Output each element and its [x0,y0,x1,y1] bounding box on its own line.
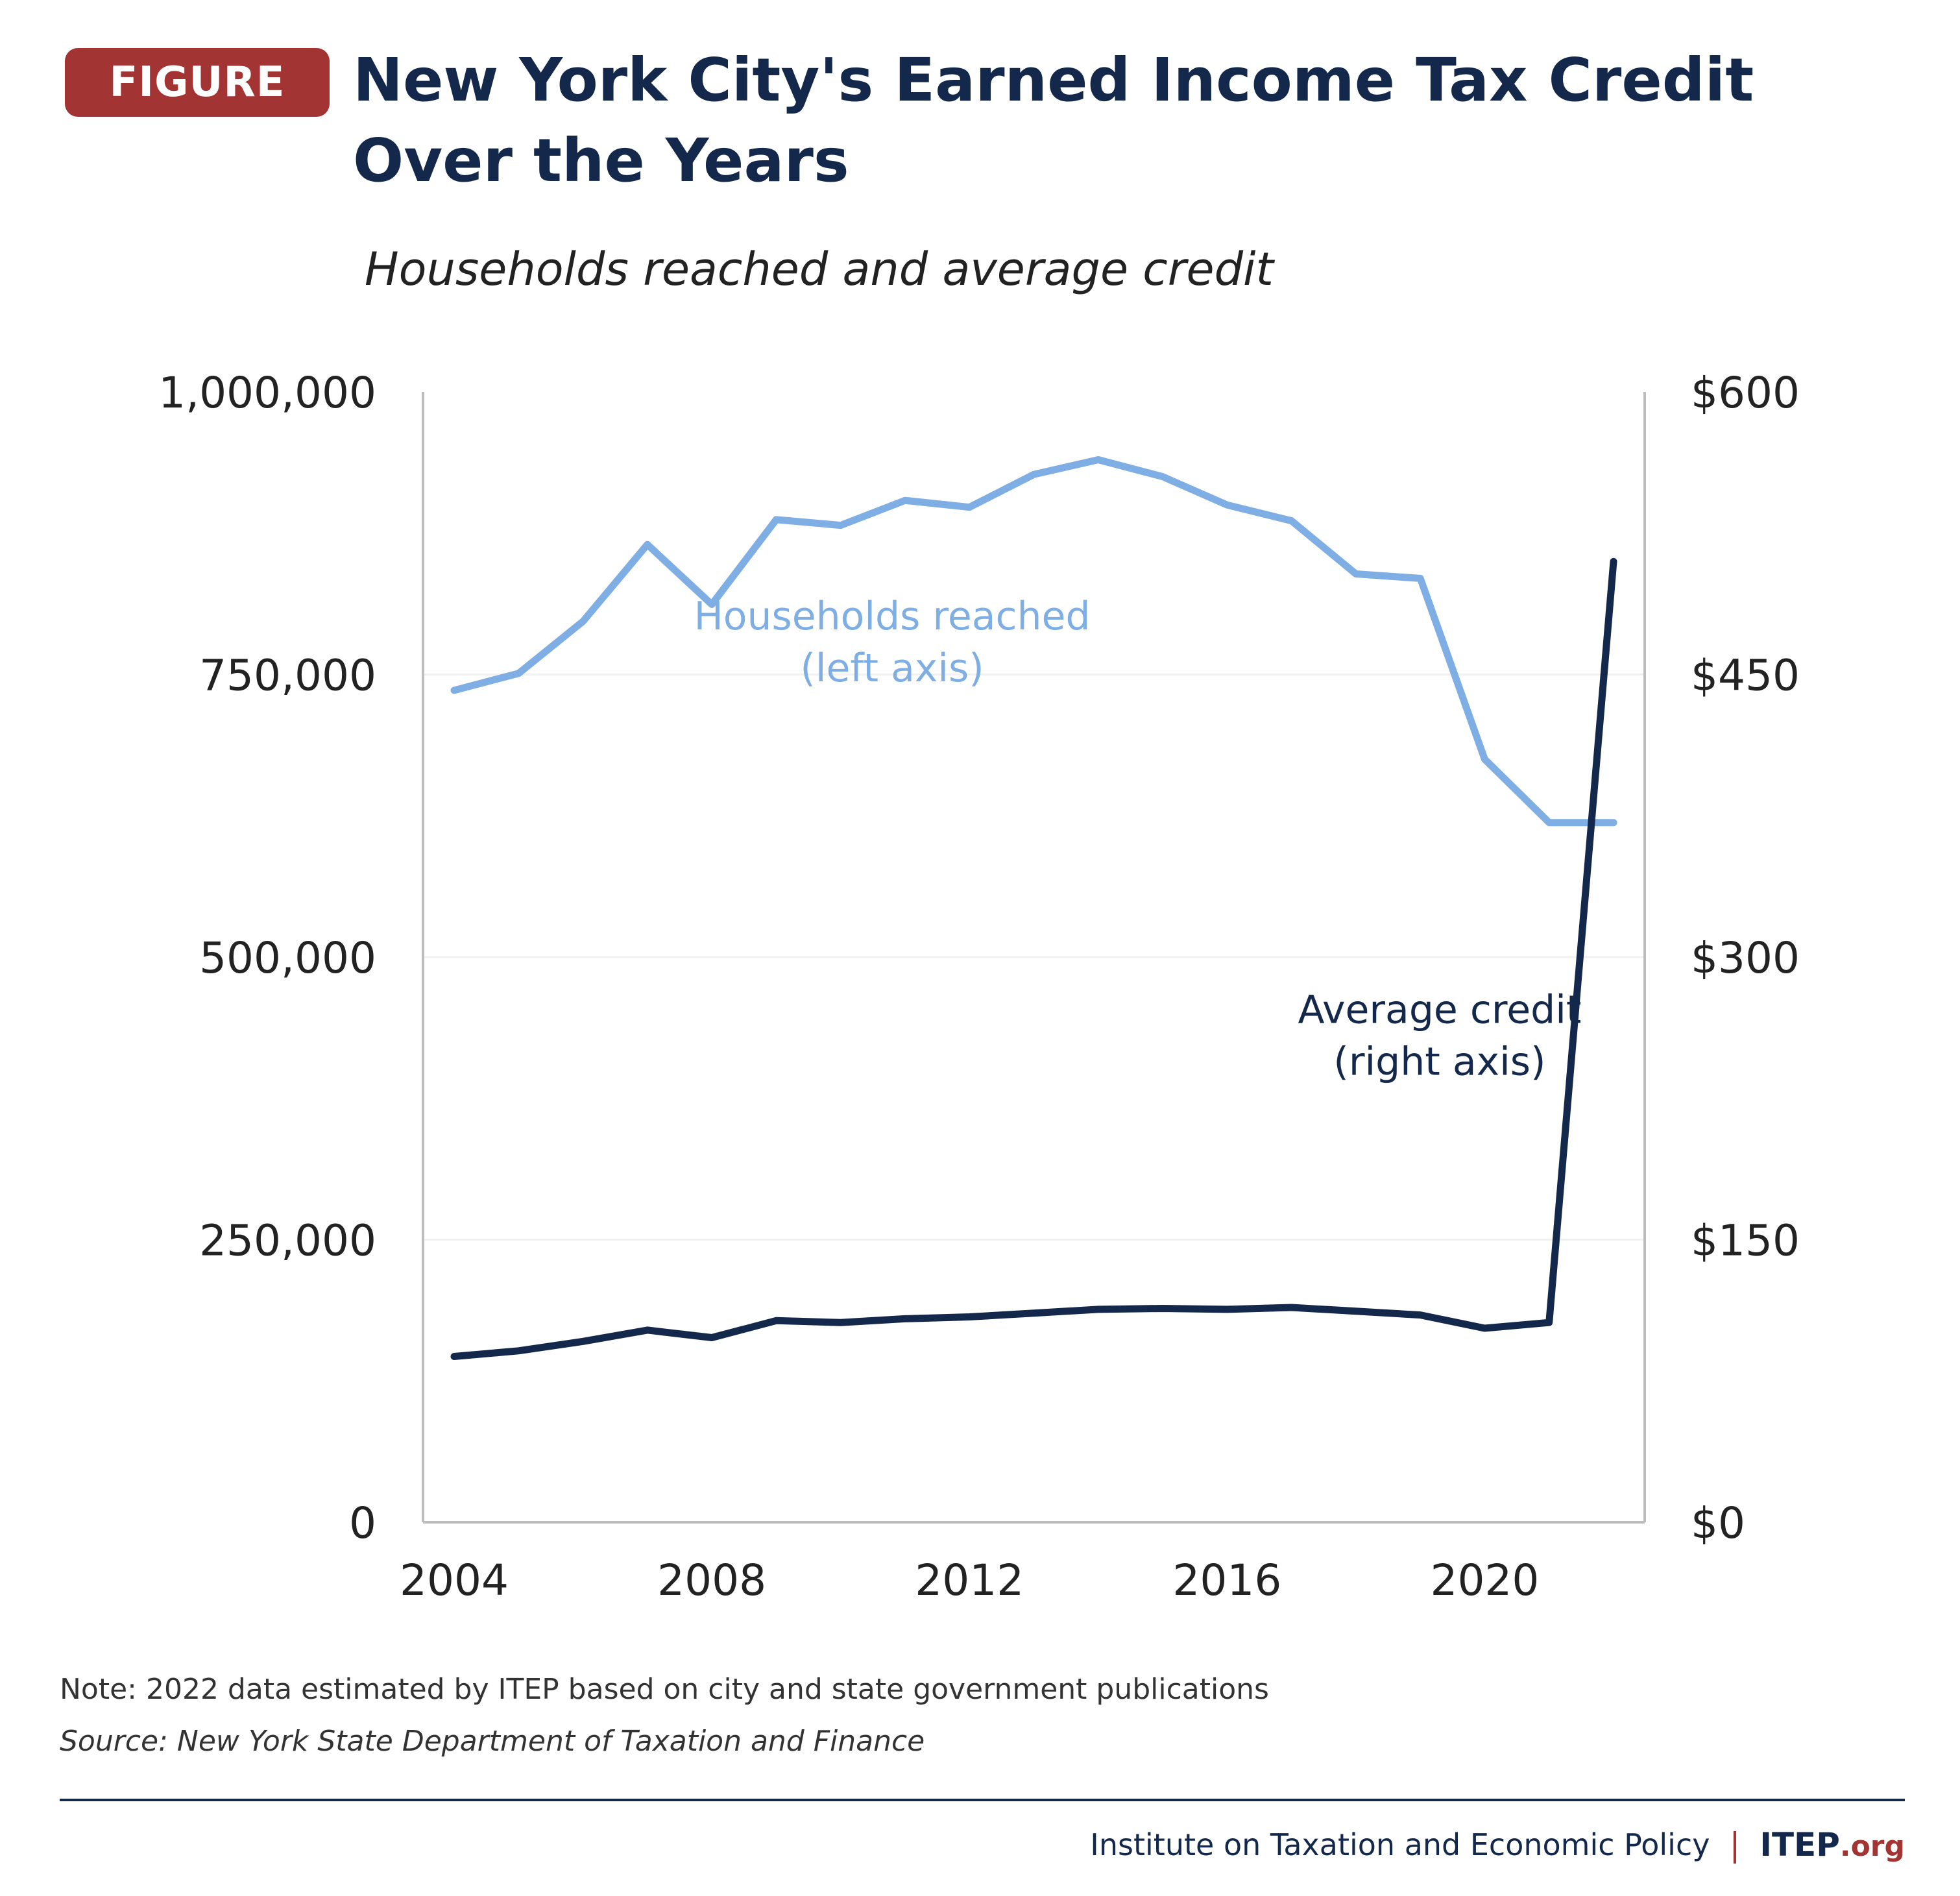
footer-separator: | [1729,1826,1741,1864]
left-axis-tick-label: 250,000 [199,1216,376,1266]
grid-lines [423,674,1645,1241]
x-axis-tick-label: 2012 [915,1555,1024,1605]
footer-divider [60,1799,1905,1801]
series-label: Households reached (left axis) [694,594,1091,691]
org-logo-suffix: .org [1839,1830,1905,1863]
right-axis-ticks: $0 $150 $300 $450 $600 [1691,368,1800,1548]
right-axis-tick-label: $450 [1691,651,1800,701]
org-logo: ITEP.org [1760,1826,1905,1864]
chart-subtitle: Households reached and average credit [365,243,1274,296]
left-axis-tick-label: 500,000 [199,933,376,983]
left-axis-tick-label: 750,000 [199,651,376,701]
series-lines [450,456,1617,1360]
series-line [450,557,1617,1360]
x-axis-tick-label: 2020 [1430,1555,1539,1605]
left-axis-tick-label: 0 [349,1498,376,1548]
series-label-line: Average credit [1298,988,1581,1033]
footer-bar: Institute on Taxation and Economic Polic… [1090,1822,1905,1867]
series-label: Average credit (right axis) [1298,988,1581,1085]
left-axis-ticks: 0 250,000 500,000 750,000 1,000,000 [158,368,376,1548]
series-label-line: Households reached [694,594,1091,639]
x-axis-ticks: 2004 2008 2012 2016 2020 [400,1555,1539,1605]
series-label-line: (left axis) [800,646,984,691]
x-axis-tick-label: 2008 [657,1555,766,1605]
right-axis-tick-label: $600 [1691,368,1800,418]
series-label-line: (right axis) [1333,1039,1545,1085]
left-axis-tick-label: 1,000,000 [158,368,376,418]
right-axis-tick-label: $300 [1691,933,1800,983]
chart-note: Note: 2022 data estimated by ITEP based … [60,1673,1269,1706]
series-line [450,456,1617,827]
chart-title: New York City's Earned Income Tax Credit… [353,45,1754,195]
x-axis-tick-label: 2016 [1172,1555,1281,1605]
org-logo-main: ITEP [1760,1826,1840,1864]
series-labels: Households reached (left axis) Average cre… [694,594,1582,1085]
right-axis-tick-label: $150 [1691,1216,1800,1266]
chart-source: Source: New York State Department of Tax… [60,1725,925,1758]
plot-frame [422,392,1646,1524]
org-name: Institute on Taxation and Economic Polic… [1090,1827,1710,1862]
x-axis-tick-label: 2004 [400,1555,509,1605]
right-axis-tick-label: $0 [1691,1498,1745,1548]
figure-badge: FIGURE 10. [65,48,330,175]
